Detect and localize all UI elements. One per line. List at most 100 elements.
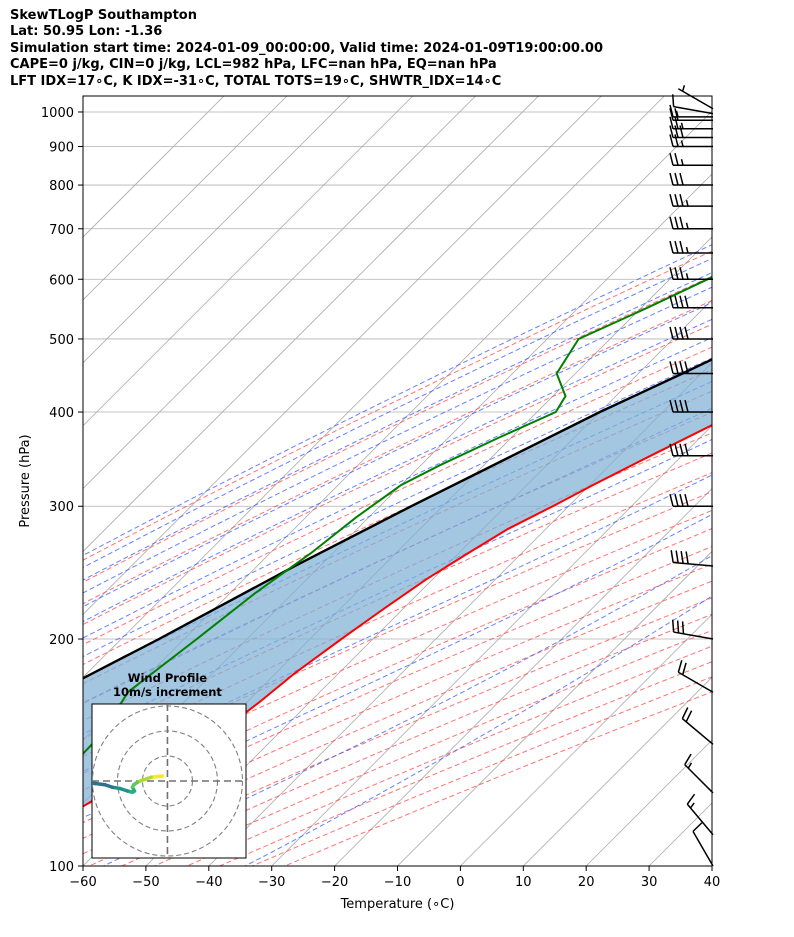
dry-adiabat-line (186, 645, 712, 866)
x-tick-label: −50 (132, 875, 159, 890)
isotherm-line (585, 739, 712, 866)
y-tick-label: 900 (49, 140, 74, 155)
y-tick-label: 400 (49, 406, 74, 421)
wind-barb (669, 326, 713, 340)
wind-barb-feather (674, 295, 679, 308)
inset-title: Wind Profile (128, 671, 208, 685)
wind-barb-feather (674, 399, 679, 413)
wind-barb-feather (675, 550, 679, 564)
x-tick-label: −40 (195, 875, 222, 890)
wind-barb (669, 153, 713, 166)
wind-barb-half-feather (685, 246, 689, 254)
wind-barb-feather (674, 194, 679, 207)
wind-barb-feather (674, 216, 679, 229)
wind-barb (669, 267, 713, 281)
isotherm-line (460, 613, 712, 866)
x-tick-label: 30 (641, 875, 658, 890)
isotherm-line (648, 802, 712, 866)
wind-barb-feather (674, 240, 679, 254)
wind-barb (677, 85, 714, 110)
inset-content (56, 704, 246, 858)
wind-barb (669, 295, 713, 309)
y-axis-label: Pressure (hPa) (18, 434, 33, 527)
wind-barb-feather (674, 267, 679, 280)
wind-barb (684, 753, 714, 794)
moist-adiabat-line (83, 513, 712, 819)
isotherm-line (271, 425, 712, 866)
moist-adiabat-line (83, 438, 712, 735)
wind-barb-feather (679, 240, 684, 254)
wind-barb (671, 94, 714, 115)
wind-barb-staff (673, 105, 714, 115)
wind-barb-feather (684, 295, 689, 308)
wind-barb-feather (671, 94, 675, 107)
wind-barb-staff (673, 561, 714, 567)
wind-barb-feather (685, 551, 689, 564)
x-tick-label: −10 (384, 875, 411, 890)
wind-barb-feather (679, 125, 684, 138)
wind-barb-feather (669, 104, 674, 118)
wind-barb (669, 125, 713, 139)
wind-barb-feather (669, 134, 674, 147)
wind-barb-feather (674, 116, 679, 129)
wind-barb-half-feather (687, 762, 693, 769)
isotherm-line (711, 865, 712, 866)
y-tick-label: 700 (49, 223, 74, 238)
wind-barb (669, 108, 713, 122)
wind-barb (669, 443, 713, 457)
hodograph-segment (56, 781, 57, 783)
wind-barb (669, 172, 713, 186)
wind-barb (671, 619, 714, 640)
dry-adiabat-line (83, 300, 712, 605)
isotherm-line (83, 96, 288, 301)
dry-adiabat-line (83, 563, 712, 839)
y-tick-label: 600 (49, 273, 74, 288)
x-tick-label: 10 (515, 875, 532, 890)
wind-barb-feather (677, 660, 683, 673)
y-tick-label: 500 (49, 333, 74, 348)
wind-barb-feather (669, 240, 674, 254)
wind-barb-feather (679, 267, 684, 280)
x-tick-label: 20 (578, 875, 595, 890)
isotherm-line (83, 96, 351, 364)
isotherm-line (334, 488, 712, 866)
wind-barb-feather (679, 443, 684, 456)
chart-title: SkewTLogP Southampton (10, 8, 197, 23)
wind-barb (670, 550, 714, 567)
wind-barb-feather (670, 550, 674, 563)
hodograph-segment (92, 781, 97, 786)
wind-barb-feather (669, 194, 674, 207)
isotherm-line (83, 96, 602, 615)
axes: −60 −50 −40 −30 −20 −10 0 10 20 30 40 1000 900 800 700… (18, 95, 720, 912)
hodograph-segment (60, 779, 65, 780)
dry-adiabat-line (219, 661, 712, 866)
wind-barb-feather (681, 621, 685, 634)
wind-barb-feather (679, 494, 684, 507)
wind-barb-half-feather (685, 273, 689, 280)
wind-barb-staff (686, 803, 714, 836)
moist-adiabat-line (83, 337, 712, 639)
wind-barb-feather (669, 494, 674, 507)
x-tick-label: −20 (321, 875, 348, 890)
inset-subtitle: 10m/s increment (113, 685, 222, 699)
y-tick-label: 200 (49, 633, 74, 648)
wind-barbs (669, 85, 714, 867)
wind-barb-half-feather (680, 122, 684, 129)
wind-barb-feather (669, 125, 674, 138)
wind-barb-staff (673, 631, 714, 640)
wind-barb-feather (684, 326, 689, 340)
wind-barb-feather (674, 443, 679, 456)
wind-barb-feather (680, 550, 684, 564)
wind-barb-feather (674, 361, 679, 374)
wind-barb-half-feather (675, 110, 679, 118)
wind-barb (669, 399, 713, 413)
wind-barb (686, 793, 714, 836)
wind-barb (681, 707, 714, 745)
dry-adiabat-line (83, 250, 712, 561)
wind-barb-feather (681, 662, 687, 675)
wind-barb-feather (671, 619, 675, 633)
wind-barb-feather (686, 793, 696, 805)
wind-barb (669, 240, 713, 254)
